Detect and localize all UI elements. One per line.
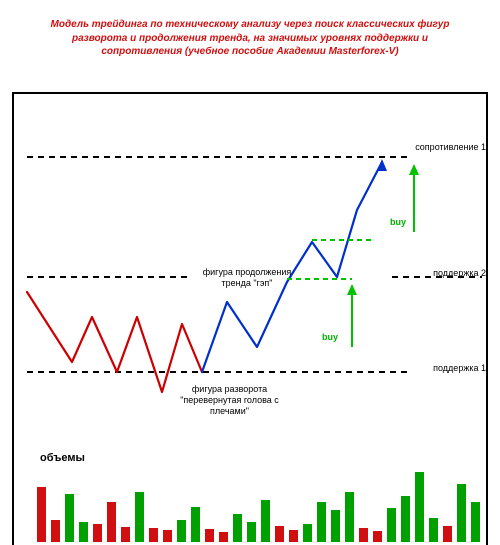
title-line-3: сопротивления (учебное пособие Академии … xyxy=(40,45,460,59)
gap-pattern-line-2: тренда "гэп" xyxy=(222,278,273,288)
title-line-2: разворота и продолжения тренда, на значи… xyxy=(40,32,460,46)
page: Модель трейдинга по техническому анализу… xyxy=(0,0,500,545)
buy-label-1: buy xyxy=(322,332,338,342)
gap-pattern-line-1: фигура продолжения xyxy=(203,267,292,277)
reversal-pattern-line-3: плечами" xyxy=(210,406,249,416)
gap-pattern-annotation: фигура продолжения тренда "гэп" xyxy=(187,267,307,289)
reversal-pattern-line-1: фигура разворота xyxy=(192,384,267,394)
reversal-pattern-line-2: "перевернутая голова с xyxy=(180,395,279,405)
reversal-pattern-annotation: фигура разворота "перевернутая голова с … xyxy=(162,384,297,416)
volumes-label: объемы xyxy=(40,452,85,464)
support-1-label: поддержка 1 xyxy=(410,363,486,374)
resistance-1-label: сопротивление 1 xyxy=(410,142,486,153)
support-2-label: поддержка 2 xyxy=(410,268,486,279)
title-line-1: Модель трейдинга по техническому анализу… xyxy=(40,18,460,32)
chart-canvas xyxy=(12,92,488,545)
chart-title: Модель трейдинга по техническому анализу… xyxy=(40,18,460,59)
buy-label-2: buy xyxy=(390,217,406,227)
